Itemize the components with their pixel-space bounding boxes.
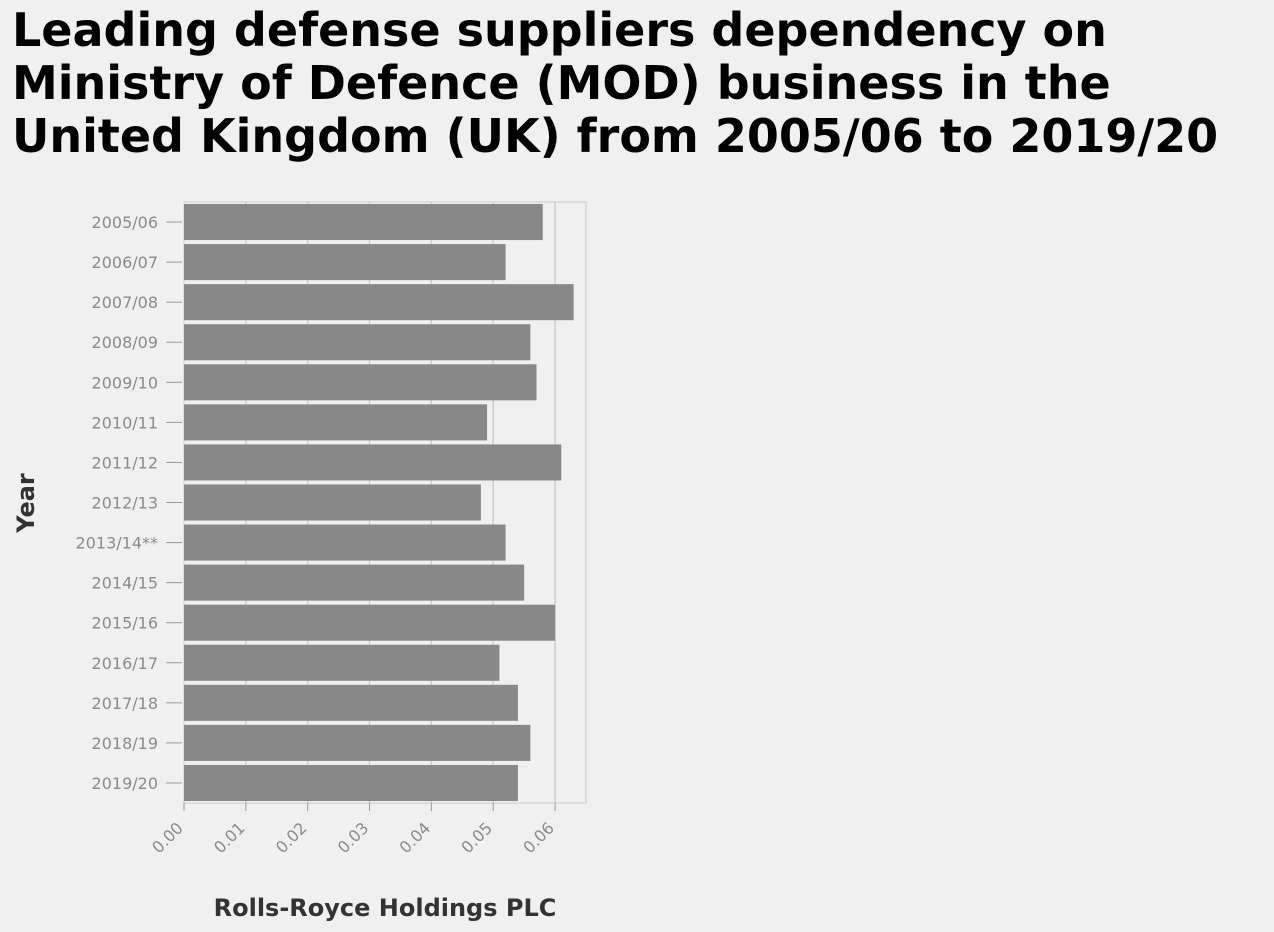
- bars: [184, 204, 574, 801]
- chart-title: Leading defense suppliers dependency on …: [12, 3, 1219, 163]
- y-tick-label: 2011/12: [92, 453, 158, 472]
- bar: [184, 284, 574, 321]
- y-tick-label: 2010/11: [92, 413, 158, 432]
- y-tick-label: 2015/16: [92, 614, 158, 633]
- bar: [184, 764, 518, 801]
- bar: [184, 644, 500, 681]
- y-axis-ticks: 2005/06 2006/07 2007/08 2008/09 2009/10 2010/…: [76, 213, 182, 793]
- y-tick-label: 2005/06: [92, 213, 158, 232]
- bar: [184, 204, 543, 241]
- x-axis-title: Rolls-Royce Holdings PLC: [214, 894, 557, 922]
- bar: [184, 324, 531, 361]
- x-tick-label: 0.03: [334, 818, 373, 857]
- y-tick-label: 2016/17: [92, 654, 158, 673]
- x-tick-label: 0.04: [396, 818, 435, 857]
- x-tick-label: 0.00: [148, 818, 187, 857]
- y-tick-label: 2017/18: [92, 694, 158, 713]
- y-axis-title: Year: [12, 473, 40, 534]
- bar: [184, 444, 562, 481]
- x-tick-label: 0.01: [210, 818, 249, 857]
- y-tick-label: 2006/07: [92, 253, 158, 272]
- bar: [184, 604, 556, 641]
- bar: [184, 404, 488, 441]
- x-tick-label: 0.06: [519, 818, 558, 857]
- y-tick-label: 2014/15: [92, 574, 158, 593]
- y-tick-label: 2012/13: [92, 494, 158, 513]
- y-tick-label: 2019/20: [92, 774, 158, 793]
- y-tick-label: 2013/14**: [76, 534, 158, 553]
- bar: [184, 364, 537, 401]
- bar: [184, 524, 506, 561]
- bar: [184, 724, 531, 761]
- y-tick-label: 2008/09: [92, 333, 158, 352]
- x-axis-ticks: 0.00 0.01 0.02 0.03 0.04 0.05 0.06: [148, 803, 558, 857]
- x-tick-label: 0.05: [457, 818, 496, 857]
- bar: [184, 684, 518, 721]
- y-tick-label: 2009/10: [92, 373, 158, 392]
- bar: [184, 244, 506, 281]
- x-tick-label: 0.02: [272, 818, 311, 857]
- bar: [184, 564, 525, 601]
- y-tick-label: 2018/19: [92, 734, 158, 753]
- bar: [184, 484, 481, 521]
- y-tick-label: 2007/08: [92, 293, 158, 312]
